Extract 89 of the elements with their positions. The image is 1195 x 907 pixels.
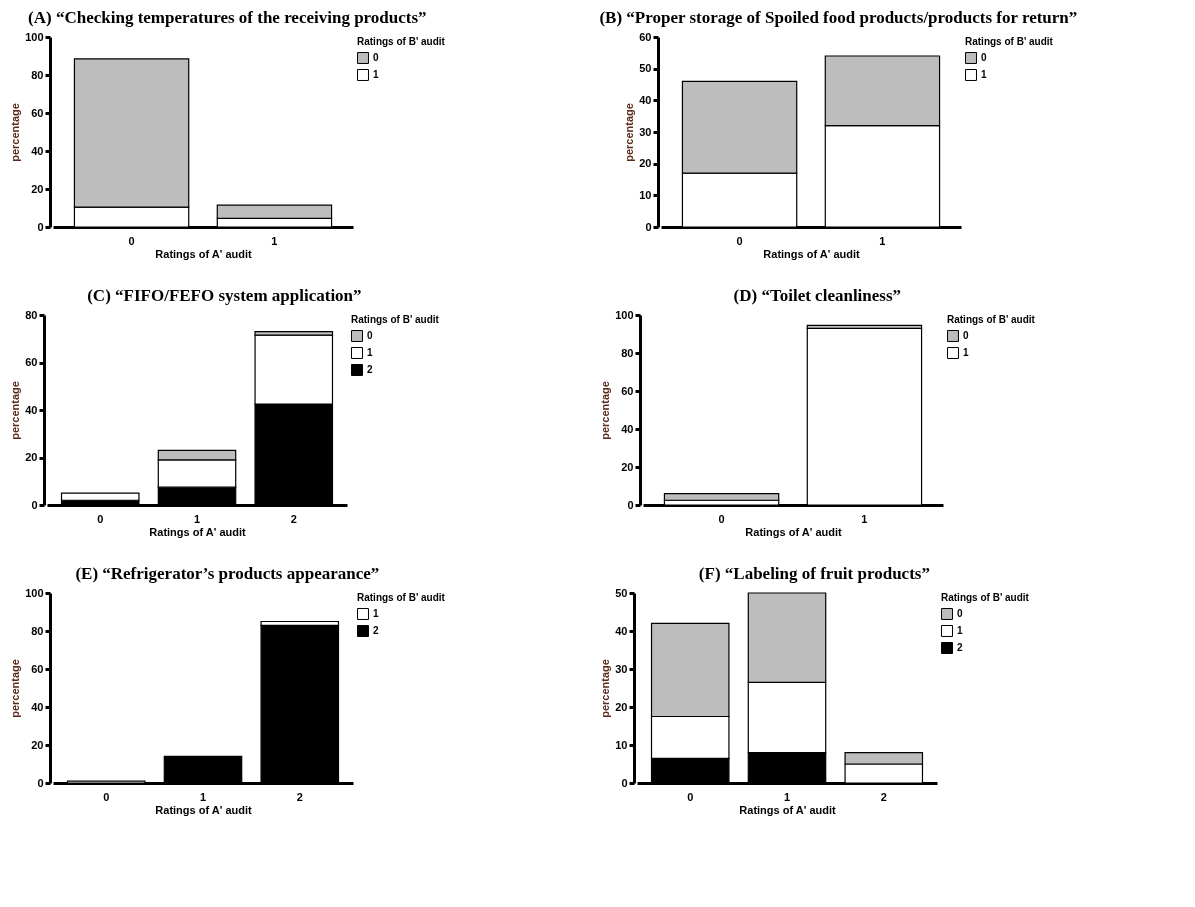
x-tick-label: 1 xyxy=(861,512,868,525)
x-tick-label: 0 xyxy=(128,234,135,247)
y-tick-label: 20 xyxy=(639,157,652,170)
legend-title: Ratings of B' audit xyxy=(947,314,1036,325)
x-tick-label: 1 xyxy=(879,234,886,247)
legend-label: 1 xyxy=(373,608,379,619)
y-tick-label: 0 xyxy=(37,776,44,789)
legend-label: 0 xyxy=(957,608,963,619)
y-tick-label: 40 xyxy=(31,144,44,157)
y-tick-label: 80 xyxy=(31,624,44,637)
legend-title: Ratings of B' audit xyxy=(357,592,446,603)
y-tick-label: 20 xyxy=(615,700,628,713)
chart-title: (E) “Refrigerator’s products appearance” xyxy=(75,564,380,583)
y-axis-title: percentage xyxy=(9,659,22,718)
y-tick-label: 20 xyxy=(31,182,44,195)
y-axis-title: percentage xyxy=(599,381,612,440)
y-tick-label: 0 xyxy=(37,220,44,233)
x-tick-label: 0 xyxy=(103,790,110,803)
x-axis-title: Ratings of A' audit xyxy=(739,803,836,816)
y-tick-label: 100 xyxy=(25,586,44,599)
legend-title: Ratings of B' audit xyxy=(351,314,440,325)
y-tick-label: 30 xyxy=(615,662,628,675)
x-tick-label: 1 xyxy=(783,790,791,803)
x-axis-title: Ratings of A' audit xyxy=(763,247,860,260)
y-tick-label: 50 xyxy=(639,62,652,75)
legend-title: Ratings of B' audit xyxy=(941,592,1030,603)
x-axis-title: Ratings of A' audit xyxy=(745,525,842,538)
x-axis-title: Ratings of A' audit xyxy=(155,803,252,816)
x-axis-title: Ratings of A' audit xyxy=(155,247,252,260)
y-tick-label: 60 xyxy=(31,106,44,119)
y-tick-label: 10 xyxy=(639,188,652,201)
y-tick-label: 80 xyxy=(25,308,38,321)
y-tick-label: 0 xyxy=(31,498,38,511)
y-tick-label: 80 xyxy=(31,68,44,81)
y-axis-title: percentage xyxy=(9,103,22,162)
x-tick-label: 0 xyxy=(736,234,743,247)
y-tick-label: 60 xyxy=(31,662,44,675)
y-tick-label: 50 xyxy=(615,586,628,599)
legend-label: 1 xyxy=(963,347,969,358)
y-tick-label: 10 xyxy=(615,738,628,751)
y-tick-label: 60 xyxy=(621,384,634,397)
x-tick-label: 1 xyxy=(193,512,201,525)
legend-label: 2 xyxy=(367,364,373,375)
x-axis-title: Ratings of A' audit xyxy=(149,525,246,538)
legend-label: 0 xyxy=(981,52,987,63)
legend-label: 1 xyxy=(367,347,373,358)
y-tick-label: 40 xyxy=(615,624,628,637)
legend-title: Ratings of B' audit xyxy=(965,36,1054,47)
y-tick-label: 40 xyxy=(25,403,38,416)
y-tick-label: 20 xyxy=(25,451,38,463)
y-tick-label: 20 xyxy=(621,460,634,473)
x-tick-label: 1 xyxy=(199,790,207,803)
legend-title: Ratings of B' audit xyxy=(357,36,446,47)
y-axis-title: percentage xyxy=(599,659,612,718)
legend-label: 1 xyxy=(373,69,379,80)
y-tick-label: 40 xyxy=(639,93,652,106)
x-tick-label: 1 xyxy=(271,234,278,247)
y-tick-label: 0 xyxy=(645,220,652,233)
x-tick-label: 2 xyxy=(880,790,887,803)
x-tick-label: 0 xyxy=(687,790,694,803)
chart-title: (C) “FIFO/FEFO system application” xyxy=(87,286,362,305)
legend-label: 1 xyxy=(957,625,963,636)
y-tick-label: 100 xyxy=(25,30,44,43)
y-tick-label: 0 xyxy=(627,498,634,511)
x-tick-label: 0 xyxy=(718,512,725,525)
x-tick-label: 2 xyxy=(290,512,297,525)
chart-title: (B) “Proper storage of Spoiled food products/products for return” xyxy=(599,8,1078,27)
chart-title: (F) “Labeling of fruit products” xyxy=(698,564,930,583)
y-tick-label: 80 xyxy=(621,346,634,359)
y-tick-label: 60 xyxy=(639,30,652,43)
chart-title: (A) “Checking temperatures of the receiving products” xyxy=(28,8,427,27)
x-tick-label: 0 xyxy=(97,512,104,525)
y-tick-label: 40 xyxy=(621,422,634,435)
legend-label: 2 xyxy=(373,625,379,636)
legend-label: 0 xyxy=(963,330,969,341)
y-tick-label: 100 xyxy=(615,308,634,321)
y-tick-label: 60 xyxy=(25,356,38,368)
y-tick-label: 20 xyxy=(31,738,44,751)
y-axis-title: percentage xyxy=(9,381,22,440)
legend-label: 0 xyxy=(373,52,379,63)
x-tick-label: 2 xyxy=(296,790,303,803)
legend-label: 2 xyxy=(957,642,963,653)
legend-label: 0 xyxy=(367,330,373,341)
legend-label: 1 xyxy=(981,69,987,80)
y-tick-label: 40 xyxy=(31,700,44,713)
y-tick-label: 30 xyxy=(639,125,652,138)
y-axis-title: percentage xyxy=(623,103,636,162)
chart-title: (D) “Toilet cleanliness” xyxy=(733,286,902,305)
y-tick-label: 0 xyxy=(621,776,628,789)
